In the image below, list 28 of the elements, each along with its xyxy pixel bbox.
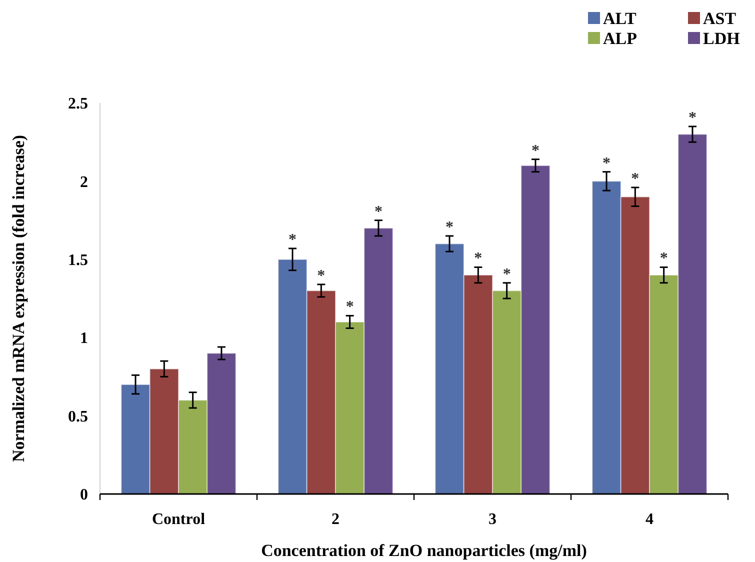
y-axis-title: Normalized mRNA expression (fold increase) [9,134,28,462]
x-tick-label: 2 [332,511,340,528]
legend-label: ALT [603,9,638,28]
x-tick-label: 4 [646,511,654,528]
data-label: * [602,154,611,172]
y-tick-label: 1 [80,330,88,348]
data-label: * [474,250,482,268]
y-tick-label: 2.5 [68,96,88,113]
legend-label: ALP [603,29,637,48]
y-tick-label: 0.5 [68,408,88,426]
data-label: * [288,231,297,248]
y-tick-label: 0 [80,486,88,504]
x-tick-label: 3 [488,511,496,528]
legend-label: AST [703,9,737,28]
data-label: * [374,203,382,220]
x-axis-title: Concentration of ZnO nanoparticles (mg/ml) [261,541,587,560]
data-label: * [317,267,326,284]
data-label: * [446,218,454,236]
data-label: * [660,250,668,268]
data-label: * [688,109,696,126]
data-label: * [631,170,640,188]
data-label: * [502,266,511,283]
legend-label: LDH [703,29,740,48]
x-tick-label: Control [152,511,206,528]
y-tick-label: 2 [80,174,88,191]
data-label: * [531,142,540,160]
data-label: * [346,298,354,316]
y-tick-label: 1.5 [68,252,88,269]
